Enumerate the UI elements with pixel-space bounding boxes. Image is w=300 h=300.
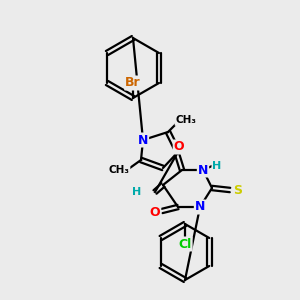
Text: N: N [198, 164, 208, 176]
Text: S: S [233, 184, 242, 196]
Text: CH₃: CH₃ [109, 165, 130, 175]
Text: CH₃: CH₃ [176, 115, 197, 125]
Text: O: O [150, 206, 160, 220]
Text: N: N [138, 134, 148, 146]
Text: N: N [195, 200, 205, 214]
Text: Br: Br [125, 76, 141, 89]
Text: Cl: Cl [178, 238, 192, 250]
Text: H: H [212, 161, 222, 171]
Text: H: H [132, 187, 142, 197]
Text: O: O [174, 140, 184, 154]
